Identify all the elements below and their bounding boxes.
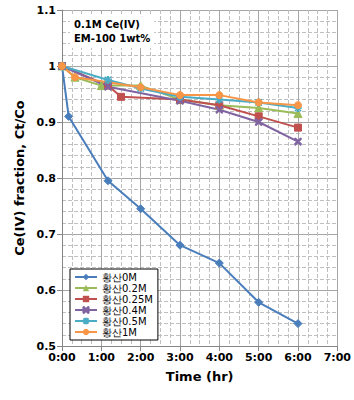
svg-text:0.1M Ce(IV): 0.1M Ce(IV) [74,19,140,30]
svg-text:황산0.2M: 황산0.2M [102,283,147,294]
svg-text:1:00: 1:00 [88,351,116,364]
svg-text:Time (hr): Time (hr) [166,369,234,384]
svg-text:0.8: 0.8 [37,172,57,185]
svg-text:4:00: 4:00 [206,351,234,364]
svg-text:EM-100 1wt%: EM-100 1wt% [74,33,150,44]
svg-text:0.6: 0.6 [37,284,57,297]
svg-text:2:00: 2:00 [127,351,155,364]
svg-text:3:00: 3:00 [166,351,194,364]
svg-text:0:00: 0:00 [48,351,76,364]
svg-text:황산0.25M: 황산0.25M [102,294,153,305]
svg-text:황산0.5M: 황산0.5M [102,316,147,327]
svg-text:0.9: 0.9 [37,116,57,129]
svg-text:1.1: 1.1 [37,4,57,17]
svg-text:Ce(IV) fraction, Ct/Co: Ce(IV) fraction, Ct/Co [12,100,27,256]
svg-text:0.5: 0.5 [36,339,56,353]
svg-text:6:00: 6:00 [284,351,312,364]
svg-text:7:00: 7:00 [324,351,352,364]
svg-text:황산0M: 황산0M [102,272,137,283]
svg-text:황산0.4M: 황산0.4M [102,305,147,316]
svg-text:황산1M: 황산1M [102,327,137,338]
svg-text:5:00: 5:00 [245,351,273,364]
svg-text:1: 1 [48,60,56,73]
svg-text:0.7: 0.7 [37,228,57,241]
